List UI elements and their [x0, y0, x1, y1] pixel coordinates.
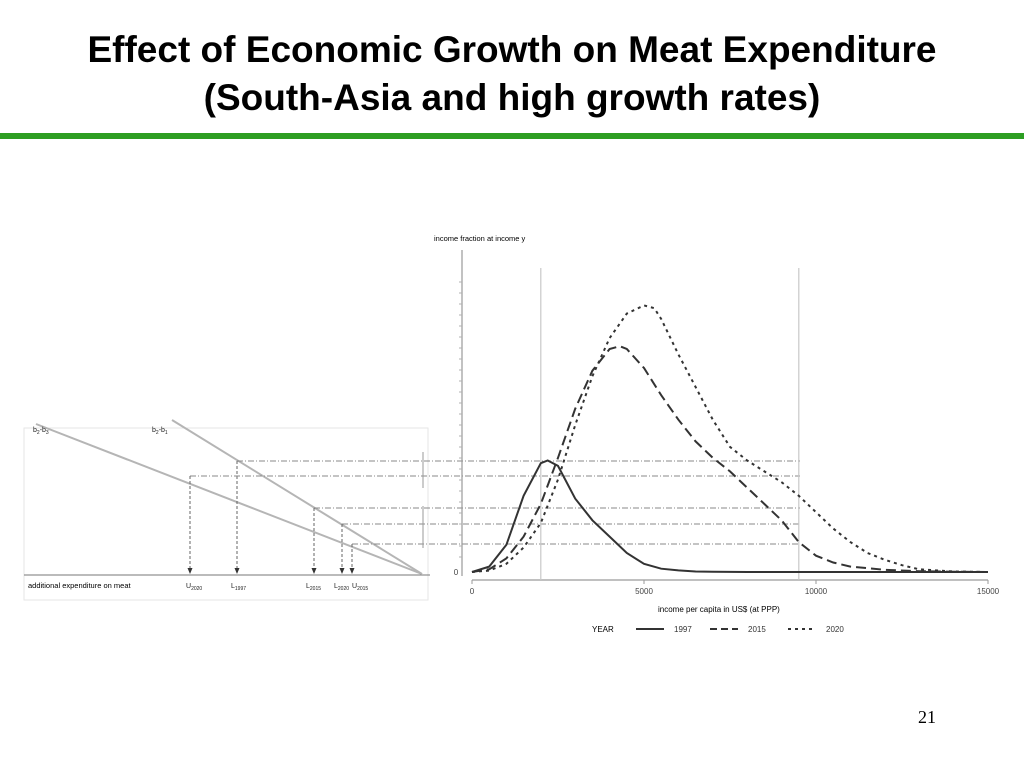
legend-title: YEAR — [592, 625, 614, 634]
line-label: b2-b1 — [152, 427, 168, 436]
expenditure-panel: b2-b3 b2-b1 U2020 L1997 L2015 L2020 U2015 — [23, 419, 430, 601]
x-tick-label: 10000 — [805, 587, 828, 596]
series-line-1997 — [471, 459, 988, 573]
page-number: 21 — [918, 707, 936, 727]
income-distribution-chart: 0 5000 10000 15000 0 1997 2015 2020 — [422, 250, 1000, 634]
title-line-1: Effect of Economic Growth on Meat Expend… — [87, 29, 937, 70]
legend-label-2020: 2020 — [826, 625, 844, 634]
point-label: U2015 — [352, 583, 368, 592]
series-line-2020 — [471, 304, 989, 573]
point-label: U2020 — [186, 583, 202, 592]
drop-arrow — [187, 568, 193, 574]
drop-arrow — [349, 568, 355, 574]
drop-arrow — [311, 568, 317, 574]
drop-arrow — [234, 568, 240, 574]
y-tick-label: 0 — [454, 568, 459, 577]
x-tick-label: 0 — [470, 587, 475, 596]
panel-frame — [23, 427, 429, 601]
expenditure-axis-label: additional expenditure on meat — [28, 581, 131, 590]
point-label: L2015 — [306, 583, 321, 592]
title-divider — [0, 133, 1024, 139]
x-tick-label: 5000 — [635, 587, 653, 596]
legend-label-2015: 2015 — [748, 625, 766, 634]
title-line-2: (South-Asia and high growth rates) — [203, 77, 821, 118]
point-label: L2020 — [334, 583, 349, 592]
drop-arrow — [339, 568, 345, 574]
engel-line-b2-b1 — [171, 419, 423, 575]
x-axis-label: income per capita in US$ (at PPP) — [658, 605, 780, 614]
point-label: L1997 — [231, 583, 246, 592]
connector-lines — [187, 460, 800, 574]
line-label: b2-b3 — [33, 427, 49, 436]
series-line-2015 — [471, 345, 989, 573]
legend-label-1997: 1997 — [674, 625, 692, 634]
slide-title: Effect of Economic Growth on Meat Expend… — [0, 26, 1024, 122]
engel-line-b2-b3 — [35, 423, 423, 575]
x-tick-label: 15000 — [977, 587, 1000, 596]
y-axis-label: income fraction at income y — [434, 234, 526, 243]
